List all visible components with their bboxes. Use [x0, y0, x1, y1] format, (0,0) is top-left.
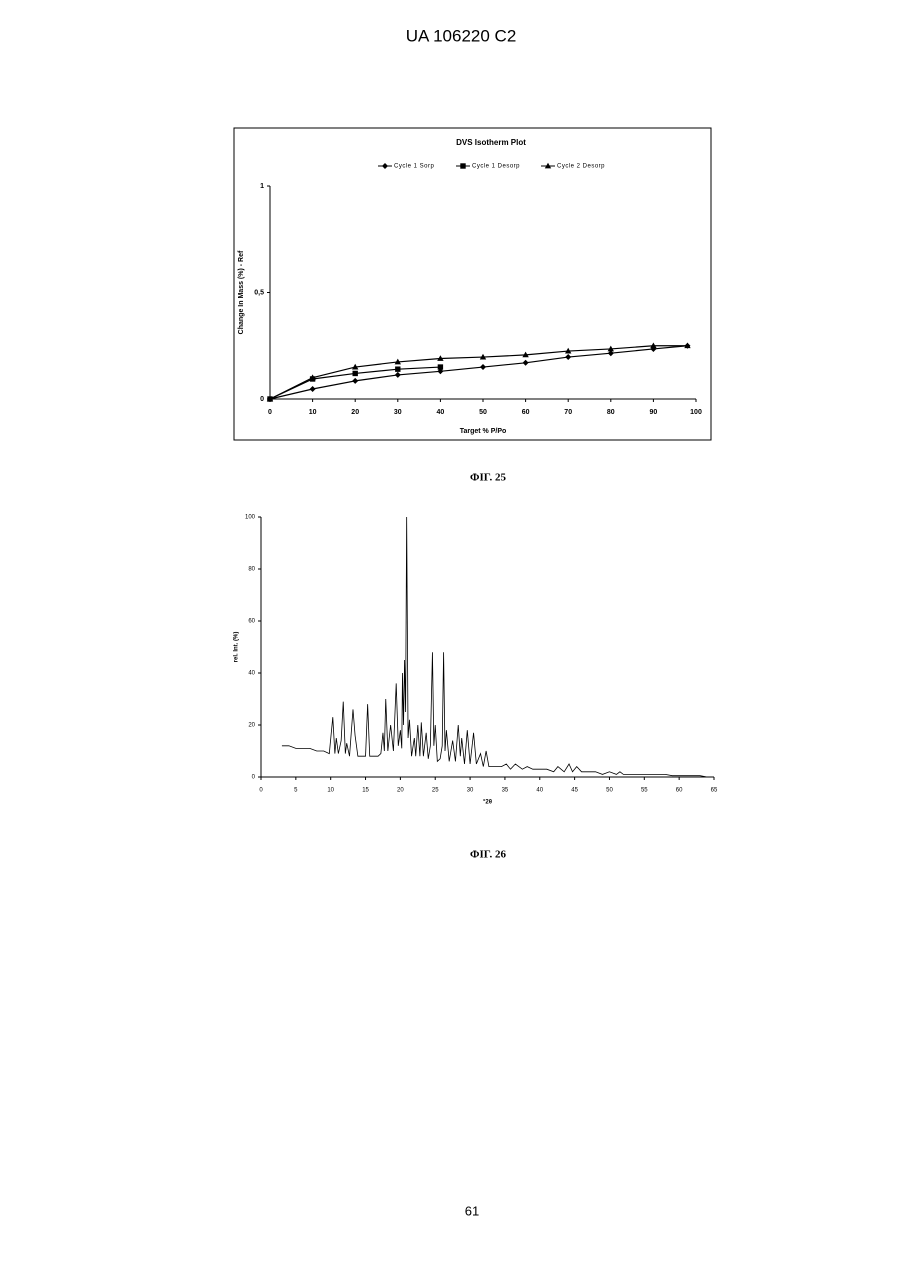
- y-tick-label: 20: [248, 723, 255, 729]
- data-point: [480, 364, 486, 370]
- x-tick-label: 0: [268, 409, 272, 416]
- data-point: [353, 371, 358, 376]
- legend-label: Cycle 2 Desorp: [557, 164, 605, 170]
- x-tick-label: 50: [479, 409, 487, 416]
- page-canvas: UA 106220 C2 ФІГ. 25 ФІГ. 26 61 00,51010…: [0, 0, 901, 1273]
- y-tick-label: 0: [260, 396, 264, 403]
- y-tick-label: 40: [248, 671, 255, 677]
- x-tick-label: 30: [467, 788, 474, 794]
- x-tick-label: 30: [394, 409, 402, 416]
- x-tick-label: 60: [676, 788, 683, 794]
- data-point: [395, 366, 400, 371]
- x-tick-label: 40: [536, 788, 543, 794]
- x-tick-label: 70: [564, 409, 572, 416]
- chart-frame: [234, 128, 711, 440]
- x-tick-label: 65: [711, 788, 718, 794]
- x-tick-label: 90: [650, 409, 658, 416]
- x-tick-label: 10: [309, 409, 317, 416]
- x-tick-label: 0: [259, 788, 263, 794]
- page: UA 106220 C2 ФІГ. 25 ФІГ. 26 61 00,51010…: [0, 0, 901, 1273]
- legend-label: Cycle 1 Desorp: [472, 164, 520, 170]
- y-axis-label: Change In Mass (%) - Ref: [238, 250, 245, 334]
- y-axis-label: rel. Int. (%): [234, 632, 240, 663]
- x-axis-label: Target % P/Po: [460, 428, 507, 435]
- caption: ФІГ. 26: [470, 849, 506, 861]
- x-tick-label: 80: [607, 409, 615, 416]
- data-point: [523, 360, 529, 366]
- x-tick-label: 55: [641, 788, 648, 794]
- legend-marker: [460, 163, 465, 168]
- data-point: [352, 378, 358, 384]
- x-tick-label: 20: [351, 409, 359, 416]
- x-tick-label: 15: [362, 788, 369, 794]
- x-tick-label: 60: [522, 409, 530, 416]
- caption: ФІГ. 25: [470, 472, 506, 484]
- data-point: [310, 386, 316, 392]
- y-tick-label: 100: [245, 515, 256, 521]
- data-point: [395, 372, 401, 378]
- y-tick-label: 80: [248, 567, 255, 573]
- x-tick-label: 20: [397, 788, 404, 794]
- x-tick-label: 100: [690, 409, 702, 416]
- series-line: [282, 517, 714, 777]
- x-tick-label: 35: [502, 788, 509, 794]
- data-point: [438, 364, 443, 369]
- x-tick-label: 5: [294, 788, 298, 794]
- header: UA 106220 C2: [406, 26, 517, 45]
- x-tick-label: 40: [437, 409, 445, 416]
- x-tick-label: 45: [571, 788, 578, 794]
- x-tick-label: 25: [432, 788, 439, 794]
- x-tick-label: 50: [606, 788, 613, 794]
- legend-marker: [382, 163, 388, 169]
- chart-title: DVS Isotherm Plot: [456, 138, 526, 147]
- x-axis-label: °2θ: [483, 800, 492, 806]
- series-line: [270, 346, 687, 399]
- y-tick-label: 60: [248, 619, 255, 625]
- y-tick-label: 0,5: [254, 289, 264, 296]
- data-point: [565, 354, 571, 360]
- legend-label: Cycle 1 Sorp: [394, 164, 435, 170]
- x-tick-label: 10: [327, 788, 334, 794]
- y-tick-label: 0: [252, 775, 256, 781]
- y-tick-label: 1: [260, 183, 264, 190]
- page-number: 61: [465, 1203, 479, 1218]
